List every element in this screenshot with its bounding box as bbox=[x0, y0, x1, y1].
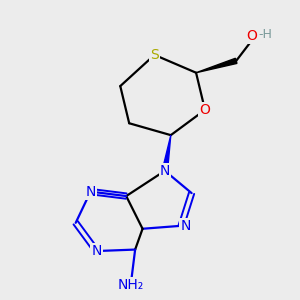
Text: -H: -H bbox=[259, 28, 272, 40]
Text: O: O bbox=[246, 28, 257, 43]
Text: N: N bbox=[160, 164, 170, 178]
Text: N: N bbox=[85, 184, 96, 199]
Polygon shape bbox=[162, 135, 171, 171]
Text: NH₂: NH₂ bbox=[118, 278, 144, 292]
Text: S: S bbox=[150, 48, 159, 62]
Polygon shape bbox=[196, 58, 237, 73]
Text: O: O bbox=[200, 103, 210, 117]
Text: N: N bbox=[181, 219, 191, 233]
Text: N: N bbox=[91, 244, 102, 258]
